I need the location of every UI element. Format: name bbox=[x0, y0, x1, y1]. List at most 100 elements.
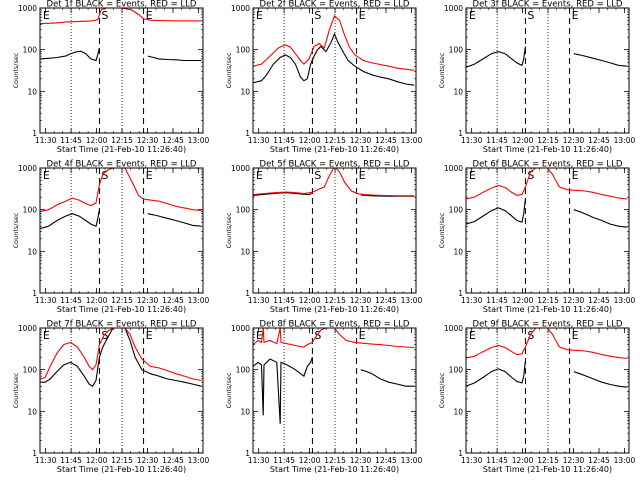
x-tick-label: 12:15 bbox=[324, 456, 346, 465]
marker-label: E bbox=[469, 9, 476, 22]
marker-label: E bbox=[146, 9, 153, 22]
y-tick-label: 10 bbox=[27, 247, 37, 256]
y-tick-label: 1000 bbox=[231, 324, 250, 333]
panel-9: Det 9f BLACK = Events, RED = LLD 1 10 100 10… bbox=[438, 320, 635, 475]
series-line-black bbox=[40, 328, 202, 387]
panel-title: Det 7f BLACK = Events, RED = LLD bbox=[47, 320, 197, 330]
x-tick-label: 12:15 bbox=[537, 456, 559, 465]
y-tick-label: 1 bbox=[458, 449, 463, 458]
y-tick-label: 100 bbox=[23, 46, 38, 55]
y-axis-label: Counts/sec bbox=[12, 52, 20, 88]
marker-label: E bbox=[359, 9, 366, 22]
y-tick-label: 10 bbox=[27, 87, 37, 96]
series-line-black bbox=[466, 198, 628, 228]
y-tick-label: 10 bbox=[27, 407, 37, 416]
x-tick-label: 12:30 bbox=[563, 296, 585, 305]
x-axis-label: Start Time (21-Feb-10 11:26:40) bbox=[483, 145, 612, 154]
marker-label: S bbox=[101, 169, 108, 182]
x-tick-label: 13:00 bbox=[401, 136, 423, 145]
x-tick-label: 12:30 bbox=[137, 456, 159, 465]
x-tick-label: 11:45 bbox=[486, 296, 508, 305]
marker-label: E bbox=[43, 9, 50, 22]
x-axis-label: Start Time (21-Feb-10 11:26:40) bbox=[270, 305, 399, 314]
x-tick-label: 12:00 bbox=[299, 456, 321, 465]
x-axis-label: Start Time (21-Feb-10 11:26:40) bbox=[270, 465, 399, 474]
x-tick-label: 12:30 bbox=[137, 136, 159, 145]
y-tick-label: 100 bbox=[23, 366, 38, 375]
marker-label: E bbox=[359, 169, 366, 182]
panel-title: Det 3f BLACK = Events, RED = LLD bbox=[473, 0, 623, 10]
panel-frame bbox=[39, 327, 204, 454]
series-line-red bbox=[40, 8, 202, 25]
y-tick-label: 100 bbox=[236, 206, 251, 215]
y-tick-label: 1000 bbox=[231, 4, 250, 13]
y-tick-label: 1000 bbox=[18, 324, 37, 333]
y-axis-label: Counts/sec bbox=[438, 212, 446, 248]
x-tick-label: 13:00 bbox=[401, 296, 423, 305]
x-tick-label: 12:45 bbox=[162, 456, 184, 465]
x-tick-label: 12:00 bbox=[512, 296, 534, 305]
y-tick-label: 1 bbox=[458, 289, 463, 298]
y-tick-label: 1000 bbox=[444, 164, 463, 173]
x-tick-label: 11:45 bbox=[486, 456, 508, 465]
panel-title: Det 2f BLACK = Events, RED = LLD bbox=[260, 0, 410, 10]
y-tick-label: 10 bbox=[240, 247, 250, 256]
panel-title: Det 1f BLACK = Events, RED = LLD bbox=[47, 0, 197, 10]
y-axis-label: Counts/sec bbox=[225, 52, 233, 88]
x-tick-label: 12:00 bbox=[86, 296, 108, 305]
panel-1: Det 1f BLACK = Events, RED = LLD 1 10 100 10… bbox=[12, 0, 209, 154]
y-tick-label: 1 bbox=[245, 449, 250, 458]
x-tick-label: 12:45 bbox=[162, 136, 184, 145]
x-tick-label: 12:15 bbox=[111, 296, 133, 305]
x-tick-label: 12:45 bbox=[375, 136, 397, 145]
y-tick-label: 10 bbox=[453, 247, 463, 256]
series-line-black bbox=[253, 356, 415, 424]
x-tick-label: 12:45 bbox=[375, 296, 397, 305]
marker-label: S bbox=[527, 329, 534, 342]
x-tick-label: 13:00 bbox=[188, 136, 210, 145]
panel-frame bbox=[465, 167, 630, 294]
y-tick-label: 10 bbox=[453, 87, 463, 96]
marker-label: E bbox=[146, 169, 153, 182]
marker-label: E bbox=[572, 9, 579, 22]
x-axis-label: Start Time (21-Feb-10 11:26:40) bbox=[57, 145, 186, 154]
y-tick-label: 1 bbox=[32, 289, 37, 298]
x-tick-label: 11:30 bbox=[248, 136, 270, 145]
x-tick-label: 12:30 bbox=[350, 296, 372, 305]
marker-label: E bbox=[146, 329, 153, 342]
x-tick-label: 13:00 bbox=[401, 456, 423, 465]
panel-frame bbox=[39, 167, 204, 294]
panel-frame bbox=[39, 7, 204, 134]
marker-label: E bbox=[469, 169, 476, 182]
x-tick-label: 12:45 bbox=[588, 296, 610, 305]
y-axis-label: Counts/sec bbox=[225, 372, 233, 408]
panel-frame bbox=[252, 7, 417, 134]
y-tick-label: 100 bbox=[449, 206, 464, 215]
y-tick-label: 1000 bbox=[444, 324, 463, 333]
panel-frame bbox=[252, 327, 417, 454]
marker-label: E bbox=[43, 169, 50, 182]
y-tick-label: 1 bbox=[245, 129, 250, 138]
y-tick-label: 100 bbox=[449, 366, 464, 375]
y-axis-label: Counts/sec bbox=[225, 212, 233, 248]
x-axis-label: Start Time (21-Feb-10 11:26:40) bbox=[57, 465, 186, 474]
y-tick-label: 100 bbox=[449, 46, 464, 55]
marker-label: S bbox=[314, 329, 321, 342]
series-line-black bbox=[466, 361, 628, 388]
x-tick-label: 11:30 bbox=[248, 296, 270, 305]
x-tick-label: 12:45 bbox=[162, 296, 184, 305]
y-tick-label: 1000 bbox=[444, 4, 463, 13]
marker-label: E bbox=[256, 169, 263, 182]
x-tick-label: 11:30 bbox=[248, 456, 270, 465]
y-axis-label: Counts/sec bbox=[12, 212, 20, 248]
x-tick-label: 11:30 bbox=[35, 456, 57, 465]
series-line-red bbox=[253, 328, 415, 349]
x-tick-label: 13:00 bbox=[614, 136, 636, 145]
y-tick-label: 1 bbox=[32, 129, 37, 138]
series-line-red bbox=[466, 328, 628, 360]
marker-label: E bbox=[256, 329, 263, 342]
x-tick-label: 11:45 bbox=[273, 296, 295, 305]
x-tick-label: 11:45 bbox=[60, 136, 82, 145]
marker-label: S bbox=[101, 329, 108, 342]
